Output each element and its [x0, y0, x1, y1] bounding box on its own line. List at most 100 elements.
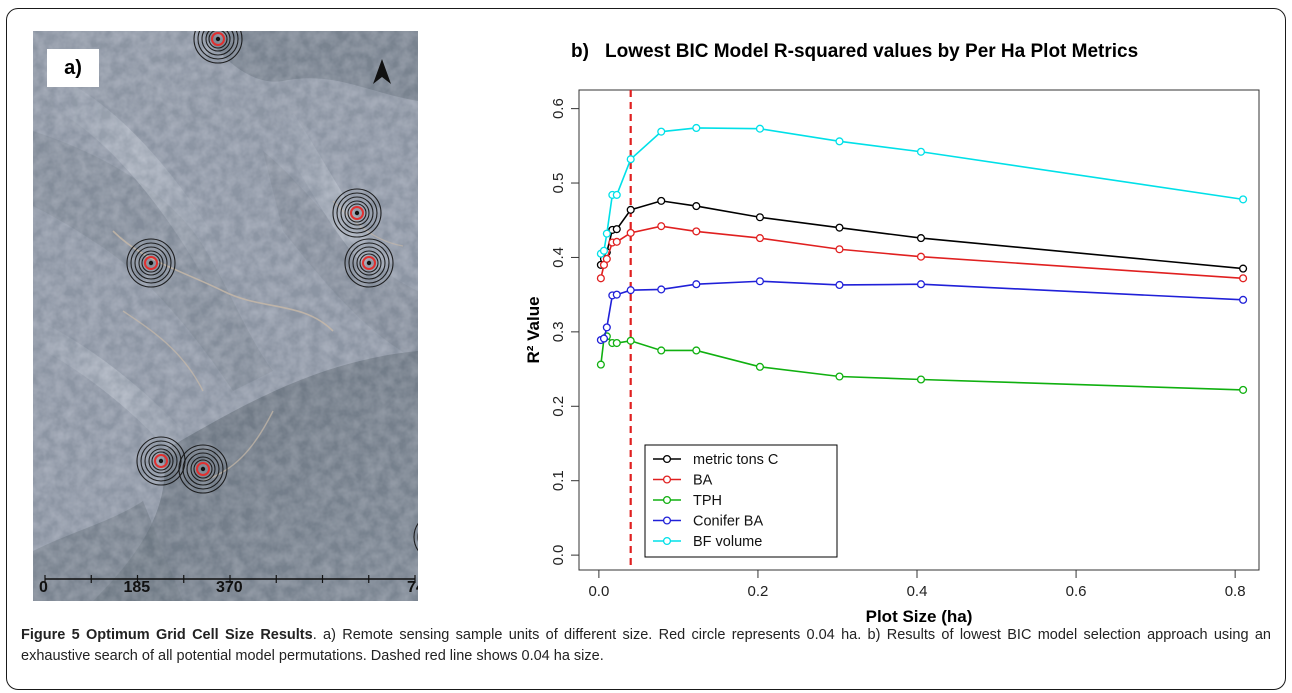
data-point [755, 213, 764, 222]
data-point [916, 252, 926, 261]
data-point [626, 205, 635, 214]
sample-plot [126, 238, 176, 288]
y-axis-label: R² Value [524, 296, 543, 363]
plot-area [578, 89, 1260, 571]
y-tick-label: 0.5 [550, 173, 567, 194]
series [596, 277, 1248, 345]
data-point [602, 323, 611, 332]
panel-b-label: b) [571, 41, 589, 62]
data-point [612, 338, 621, 348]
data-point [916, 147, 926, 156]
caption-label: Figure 5 Optimum Grid Cell Size Results [21, 627, 313, 643]
series-layer [596, 123, 1248, 394]
x-tick-label: 0.6 [1066, 583, 1087, 600]
x-axis: 0.0 0.2 0.4 0.6 0.8 [588, 570, 1246, 600]
data-point [1239, 195, 1248, 204]
x-tick-label: 0.2 [748, 583, 769, 600]
y-tick-label: 0.0 [550, 545, 567, 566]
data-point [692, 202, 701, 211]
data-point [657, 127, 666, 136]
data-point [602, 254, 611, 263]
series-line [600, 280, 1244, 341]
legend-item: BF volume [653, 534, 762, 550]
sample-plot [332, 188, 382, 238]
data-point [626, 228, 635, 237]
scale-bar: 0 185 370 740 Meters [37, 575, 418, 601]
sample-plots [126, 31, 418, 552]
sample-plot [193, 31, 243, 64]
data-point [755, 124, 764, 133]
scale-label-0: 0 [39, 579, 48, 596]
data-point [755, 362, 764, 371]
x-axis-label: Plot Size (ha) [866, 607, 973, 626]
legend: metric tons C BA TPH Conifer BA BF volume [644, 444, 838, 558]
data-point [755, 277, 764, 286]
data-point [692, 280, 701, 289]
data-point [612, 225, 621, 234]
data-point [599, 246, 609, 255]
data-point [835, 280, 844, 290]
scale-label-185: 185 [123, 579, 151, 596]
y-tick-label: 0.4 [550, 247, 567, 268]
data-point [626, 155, 635, 164]
x-tick-label: 0.4 [907, 583, 928, 600]
data-point [657, 346, 666, 355]
legend-label: metric tons C [693, 452, 778, 468]
data-point [599, 334, 609, 343]
data-point [596, 360, 605, 369]
legend-item: TPH [653, 493, 722, 509]
scale-bar-ruler [44, 575, 416, 583]
sample-plot [178, 444, 228, 494]
data-point [612, 237, 621, 246]
series [596, 332, 1248, 394]
y-tick-label: 0.1 [550, 470, 567, 491]
data-point [1239, 295, 1248, 304]
data-point [612, 190, 621, 199]
data-point [835, 223, 844, 232]
data-point [657, 222, 666, 231]
data-point [835, 137, 844, 146]
legend-item: metric tons C [653, 452, 778, 468]
data-point [692, 123, 701, 133]
legend-label: TPH [693, 493, 722, 509]
aerial-map-panel: a) 0 185 370 740 Meters [33, 31, 418, 601]
data-point [692, 227, 701, 236]
data-point [916, 234, 926, 243]
sample-plot [344, 238, 394, 288]
legend-item: Conifer BA [653, 514, 763, 530]
y-tick-label: 0.6 [550, 98, 567, 119]
x-tick-label: 0.8 [1225, 583, 1246, 600]
chart-title: Lowest BIC Model R-squared values by Per… [605, 41, 1138, 62]
caption-text: . a) Remote sensing sample units of diff… [21, 627, 1271, 664]
data-point [596, 274, 605, 283]
scale-label-370: 370 [216, 579, 243, 596]
x-tick-label: 0.0 [588, 583, 609, 600]
r-squared-line-chart: b) Lowest BIC Model R-squared values by … [524, 41, 1260, 626]
data-point [1239, 274, 1248, 283]
series [596, 222, 1248, 283]
data-point [916, 280, 926, 289]
sample-plot [136, 436, 186, 486]
y-tick-label: 0.2 [550, 396, 567, 417]
figure-caption: Figure 5 Optimum Grid Cell Size Results.… [21, 625, 1271, 667]
legend-label: Conifer BA [693, 514, 763, 530]
data-point [657, 196, 666, 205]
sample-plot [413, 522, 418, 552]
legend-item: BA [653, 473, 713, 489]
data-point [916, 375, 926, 384]
data-point [626, 286, 635, 295]
data-point [602, 229, 611, 238]
data-point [835, 372, 844, 381]
series [596, 123, 1248, 258]
data-point [612, 290, 621, 299]
legend-box [644, 444, 838, 558]
data-point [1239, 385, 1248, 394]
scale-label-740-meters: 740 Meters [407, 579, 418, 596]
data-point [835, 245, 844, 254]
north-arrow-icon [373, 59, 391, 84]
data-point [755, 234, 764, 243]
aerial-image [33, 31, 418, 601]
y-tick-label: 0.3 [550, 321, 567, 342]
data-point [626, 336, 635, 345]
figure-frame: a) 0 185 370 740 Meters b) Lowest BIC Mo… [6, 8, 1286, 690]
